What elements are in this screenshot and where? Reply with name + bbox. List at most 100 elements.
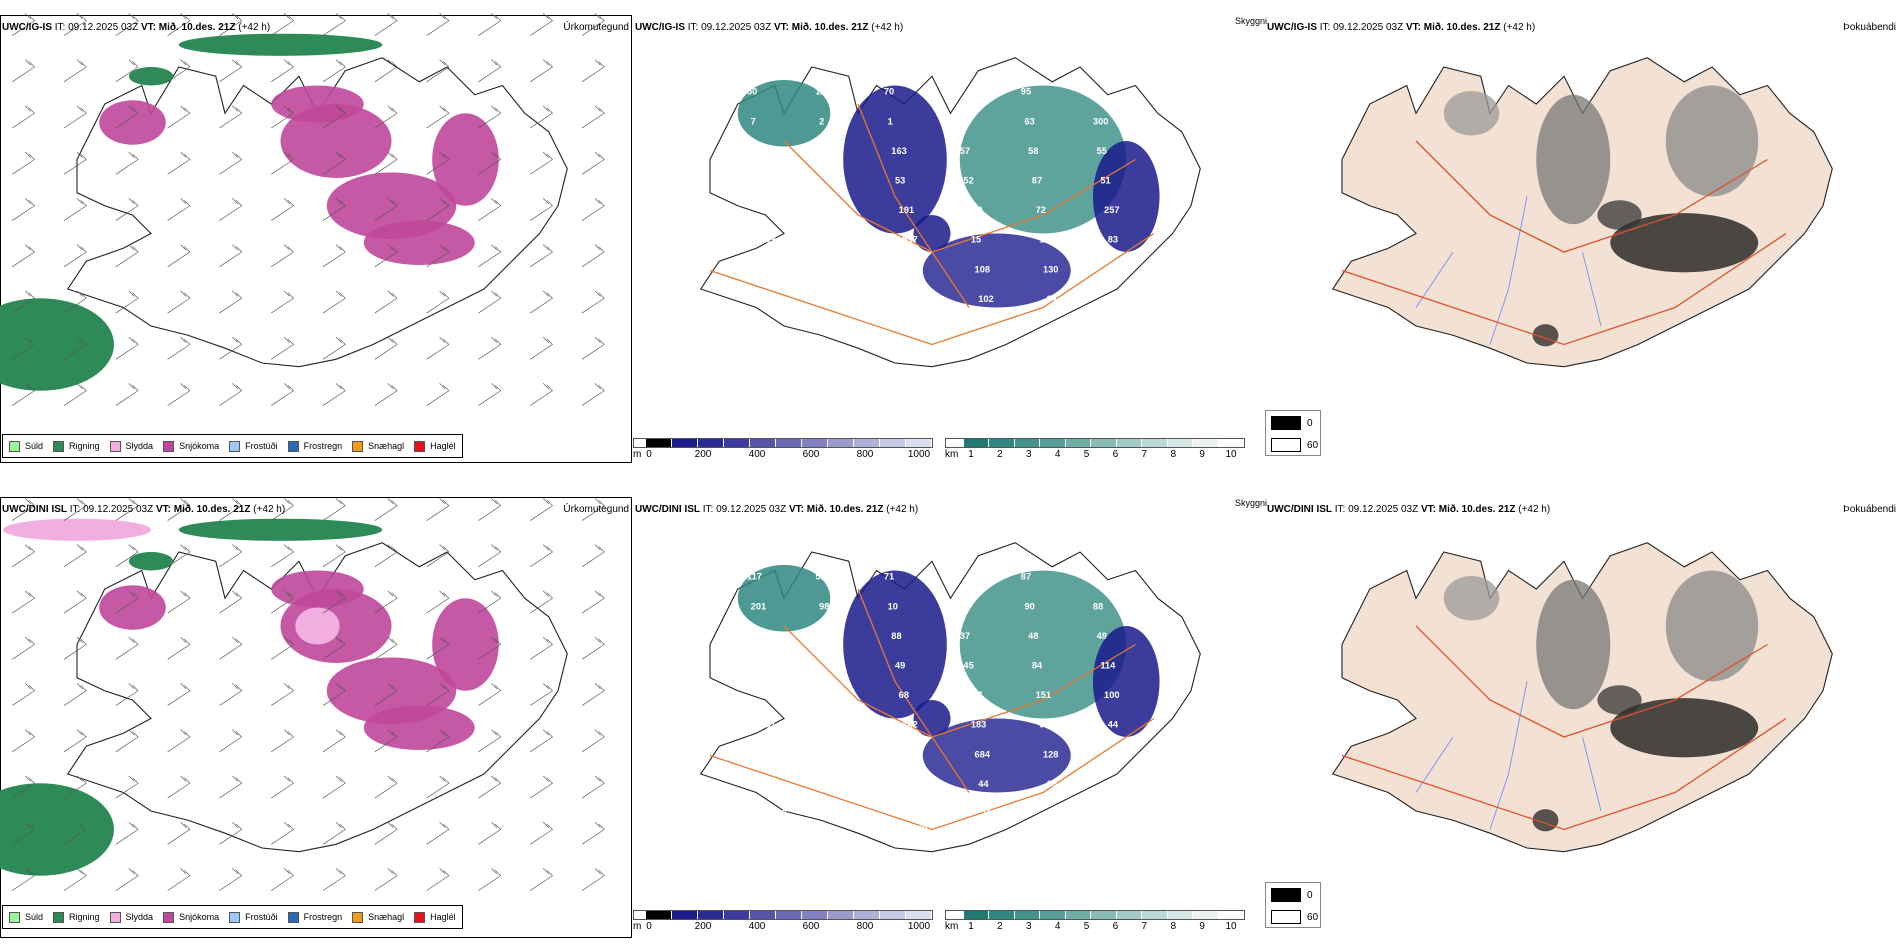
wind-barb [426,59,450,83]
colorbar-tick: 3 [1025,449,1032,460]
colorbar-tick: 3 [1025,921,1032,932]
wind-barb [530,590,553,614]
it-label: IT: [54,22,66,33]
colorbar-tick: 400 [748,921,766,932]
wind-barb [374,336,398,360]
wind-barb [322,636,346,660]
visibility-value: 120 [956,116,971,126]
wind-barb [271,336,294,360]
visibility-value: 45 [963,661,973,671]
wind-barb [581,336,605,360]
fog-index-legend: 0 60 [1265,410,1321,456]
wind-barb [63,729,87,753]
colorbar-bin [1193,911,1219,919]
wind-barb [63,290,87,314]
visibility-value: 52 [963,176,973,186]
wind-barb [374,59,398,83]
wind-barb [581,729,605,753]
rain-area [178,33,383,56]
wind-barb [322,105,346,129]
colorbar-bin [1091,439,1117,447]
legend-swatch [229,911,241,923]
visibility-value: 257 [1104,205,1119,215]
wind-barb [12,683,35,706]
legend-swatch [109,440,121,452]
fog-area [1536,579,1611,710]
fog-area [1443,576,1500,621]
visibility-value: 142 [902,720,917,730]
road-network [1341,140,1787,346]
rain-area [178,518,383,541]
snow-area [271,85,364,123]
fog-map[interactable] [1265,0,1900,470]
wind-barb [115,729,139,753]
precip-map[interactable] [0,0,632,470]
wind-barb [115,59,139,83]
visibility-value: 93 [773,294,783,304]
panel-title: UWC/IG-IS IT: 09.12.2025 03Z VT: Mið. 10… [1267,22,1535,33]
wind-barb [478,868,502,891]
visibility-value: 98 [819,601,829,611]
colorbar-tick: 1 [968,921,974,932]
wind-barb [374,13,398,36]
visibility-value: 12 [754,631,764,641]
wind-barb [63,198,87,221]
colorbar-ticks: km 1 2 3 4 5 6 7 8 9 10 [945,920,1245,934]
colorbar-tick: 0 [646,449,652,460]
rain-area [128,67,174,86]
fog-map[interactable] [1265,485,1900,950]
wind-barb [12,290,35,314]
visibility-value: 65 [1115,779,1125,789]
wind-barb [63,151,87,175]
wind-barb [115,544,139,568]
it-label: IT: [1334,504,1346,515]
legend-swatch [287,440,299,452]
sleet-area [2,518,151,541]
wind-barb [271,821,294,845]
wind-barb [322,290,346,314]
panel-fog: UWC/DINI ISL IT: 09.12.2025 03Z VT: Mið.… [1265,485,1900,950]
wind-barb [167,729,191,753]
fog-index-legend: 0 60 [1265,882,1321,928]
wind-barb [12,198,35,221]
legend-item: Haglél [414,911,456,923]
wind-barb [426,105,450,129]
wind-barb [426,498,450,521]
model-name: UWC/DINI ISL [2,504,67,515]
visibility-value: 70 [917,822,927,832]
colorbar-tick: 800 [856,449,874,460]
fog-area [1443,91,1500,136]
visibility-value: 283 [754,146,769,156]
visibility-value: 63 [1025,116,1035,126]
colorbar-tick: 5 [1083,449,1090,460]
wind-barb [271,244,294,268]
visibility-value: 93 [769,749,779,759]
wind-barb [167,198,191,221]
river-network [1415,681,1602,830]
legend-swatch [352,440,364,452]
legend-swatch [9,911,20,923]
wind-barb [271,775,294,799]
wind-barb [478,636,502,660]
it-label: IT: [69,504,81,515]
colorbar-tick: 7 [1141,449,1148,460]
wind-barb [219,775,243,799]
wind-barb [167,13,191,36]
visibility-value: 106 [1050,809,1065,819]
colorbar-bin [1116,439,1143,447]
wind-barb [115,636,139,660]
visibility-value: 117 [747,572,762,582]
wind-barb [581,775,605,799]
visibility-value: 300 [1093,116,1108,126]
wind-barb [426,198,450,221]
visibility-value: 53 [895,176,905,186]
visibility-value: 123 [910,294,925,304]
legend-item: Súld [9,911,43,923]
wind-barb [63,498,87,521]
colorbar-bin [802,439,828,447]
precip-map[interactable] [0,485,632,950]
colorbar-tick: 400 [748,449,766,460]
wind-barb [63,683,87,706]
